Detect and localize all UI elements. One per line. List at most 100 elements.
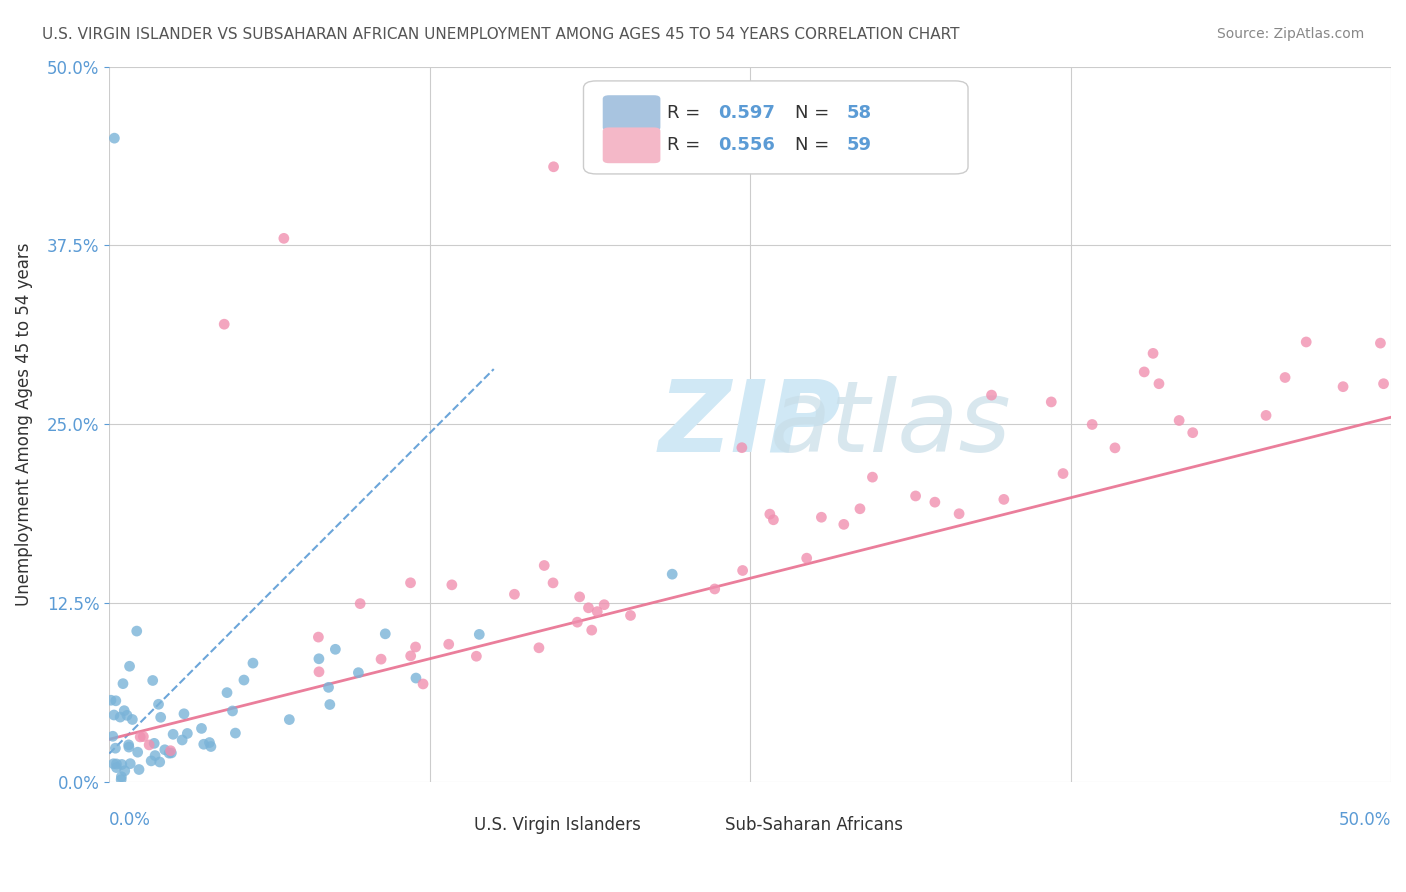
Text: 0.0%: 0.0% <box>110 811 150 829</box>
Point <box>128 763 150 777</box>
Point <box>1254 409 1277 423</box>
Point <box>273 231 295 245</box>
Text: Sub-Saharan Africans: Sub-Saharan Africans <box>725 816 903 834</box>
Point <box>527 640 550 655</box>
Point <box>731 564 754 578</box>
Point <box>731 441 754 455</box>
Point <box>370 652 392 666</box>
Point <box>308 665 330 679</box>
Text: R =: R = <box>666 136 706 154</box>
Text: 0.556: 0.556 <box>718 136 775 154</box>
Point <box>849 501 872 516</box>
Point <box>125 624 148 638</box>
Point <box>103 131 125 145</box>
Point <box>405 640 427 654</box>
Point <box>703 582 725 596</box>
Point <box>405 671 427 685</box>
Point <box>412 677 434 691</box>
Point <box>578 600 600 615</box>
Point <box>149 710 172 724</box>
Text: 0.597: 0.597 <box>718 104 775 122</box>
Point <box>619 608 641 623</box>
Point <box>200 739 222 754</box>
Point <box>111 676 134 690</box>
Point <box>242 656 264 670</box>
Text: N =: N = <box>794 104 835 122</box>
Point <box>1295 334 1317 349</box>
Point <box>399 648 422 663</box>
Point <box>221 704 243 718</box>
Point <box>1133 365 1156 379</box>
Text: Source: ZipAtlas.com: Source: ZipAtlas.com <box>1216 27 1364 41</box>
Point <box>810 510 832 524</box>
Point <box>101 729 124 743</box>
Point <box>465 649 488 664</box>
Point <box>924 495 946 509</box>
Point <box>103 708 125 723</box>
Point <box>904 489 927 503</box>
Point <box>1369 336 1392 351</box>
Point <box>104 694 127 708</box>
Point <box>190 722 212 736</box>
Point <box>468 627 491 641</box>
Point <box>349 597 371 611</box>
Point <box>1331 380 1354 394</box>
Point <box>319 698 342 712</box>
Point <box>148 698 170 712</box>
Text: U.S. Virgin Islanders: U.S. Virgin Islanders <box>474 816 641 834</box>
Point <box>796 551 818 566</box>
Point <box>129 730 152 744</box>
Point <box>318 681 340 695</box>
Point <box>212 317 235 331</box>
Point <box>308 652 330 666</box>
Point <box>127 745 149 759</box>
Point <box>543 160 565 174</box>
Point <box>980 388 1002 402</box>
Point <box>121 713 143 727</box>
Y-axis label: Unemployment Among Ages 45 to 54 years: Unemployment Among Ages 45 to 54 years <box>15 243 32 607</box>
Point <box>233 673 256 687</box>
Point <box>567 615 589 629</box>
Point <box>1372 376 1395 391</box>
Point <box>112 704 135 718</box>
Point <box>162 727 184 741</box>
Point <box>110 770 132 784</box>
Point <box>568 590 591 604</box>
Point <box>533 558 555 573</box>
Point <box>437 637 460 651</box>
Text: atlas: atlas <box>770 376 1012 473</box>
Point <box>1040 395 1063 409</box>
Point <box>661 567 683 582</box>
Point <box>118 659 141 673</box>
Point <box>440 578 463 592</box>
Point <box>278 713 301 727</box>
Point <box>347 665 370 680</box>
Point <box>193 737 215 751</box>
Point <box>159 744 181 758</box>
Point <box>948 507 970 521</box>
Point <box>172 733 194 747</box>
Point <box>143 748 166 763</box>
Point <box>105 756 128 771</box>
Point <box>1168 413 1191 427</box>
FancyBboxPatch shape <box>477 813 517 838</box>
Text: 58: 58 <box>846 104 872 122</box>
Point <box>138 738 160 752</box>
Point <box>153 743 176 757</box>
FancyBboxPatch shape <box>583 81 967 174</box>
Point <box>117 738 139 752</box>
Text: 59: 59 <box>846 136 872 154</box>
Point <box>541 575 564 590</box>
Point <box>143 736 166 750</box>
Point <box>104 741 127 756</box>
Point <box>762 513 785 527</box>
Point <box>1104 441 1126 455</box>
Point <box>173 706 195 721</box>
FancyBboxPatch shape <box>603 95 661 131</box>
Point <box>198 735 221 749</box>
Point <box>118 740 141 755</box>
Point <box>1142 346 1164 360</box>
Point <box>399 575 422 590</box>
Point <box>862 470 884 484</box>
Text: U.S. VIRGIN ISLANDER VS SUBSAHARAN AFRICAN UNEMPLOYMENT AMONG AGES 45 TO 54 YEAR: U.S. VIRGIN ISLANDER VS SUBSAHARAN AFRIC… <box>42 27 960 42</box>
